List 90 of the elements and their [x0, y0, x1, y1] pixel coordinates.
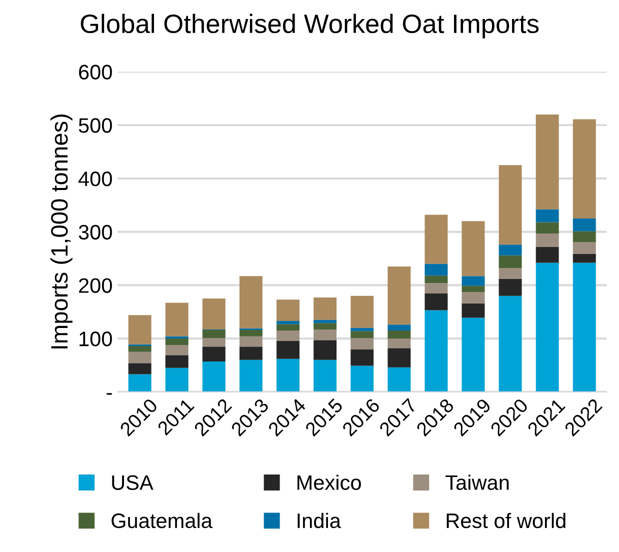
bar [388, 266, 411, 325]
bar [536, 262, 559, 392]
legend-label: Taiwan [446, 474, 509, 490]
y-tick-label: 300 [78, 224, 112, 240]
bar [239, 330, 262, 336]
bar [202, 338, 226, 347]
bar [572, 119, 596, 218]
bar [350, 296, 374, 328]
legend-label: India [298, 512, 341, 528]
bar [350, 338, 374, 350]
bar [165, 368, 188, 392]
bar [128, 363, 152, 374]
bar [498, 165, 522, 245]
bar [165, 336, 188, 339]
bar [276, 340, 300, 359]
bar [388, 330, 411, 339]
bar [388, 348, 411, 368]
y-tick-label: 400 [78, 171, 112, 186]
bar [462, 286, 485, 292]
bar [424, 283, 448, 294]
bar [350, 328, 374, 332]
bar [165, 338, 188, 345]
bar [498, 244, 522, 256]
bar [572, 218, 596, 232]
chart-title: Global Otherwised Worked Oat Imports [80, 14, 539, 38]
bar [536, 209, 559, 222]
bar [202, 362, 226, 392]
bar [424, 310, 448, 392]
bar [239, 346, 262, 360]
bar [350, 366, 374, 392]
bar [536, 222, 559, 234]
y-tick-label: 600 [79, 64, 112, 80]
legend-label: Rest of world [446, 512, 566, 528]
bar [128, 374, 152, 392]
y-tick-label: - [106, 393, 112, 395]
bar [572, 242, 596, 254]
bar [202, 330, 226, 338]
bar [388, 367, 411, 392]
bar [314, 329, 337, 340]
bar [202, 346, 226, 362]
bar [462, 318, 485, 392]
bar [314, 340, 337, 360]
legend-label: USA [112, 475, 154, 490]
bar [462, 221, 485, 276]
bar [572, 254, 596, 263]
bar [276, 320, 300, 324]
bar [424, 214, 448, 264]
bar [462, 303, 485, 318]
bar [314, 360, 337, 392]
bar [572, 231, 596, 242]
bar [276, 330, 300, 341]
bar [128, 352, 152, 364]
legend-label: Mexico [298, 474, 361, 490]
bar [276, 358, 300, 392]
bar [276, 324, 300, 331]
bar [128, 315, 152, 344]
y-tick-label: 100 [80, 332, 112, 346]
y-tick-label: 200 [79, 278, 112, 293]
bar [498, 268, 522, 279]
bar [536, 246, 559, 263]
bar [350, 331, 374, 338]
bar [314, 323, 337, 330]
bar [536, 233, 559, 247]
bar [572, 262, 596, 392]
bar [165, 344, 188, 356]
bar [165, 355, 188, 368]
bar [239, 336, 262, 347]
bar [536, 114, 559, 210]
bar [388, 338, 411, 348]
bar [498, 278, 522, 296]
y-axis-title: Imports (1,000 tonnes) [50, 114, 72, 348]
bar [239, 276, 262, 328]
bar [165, 302, 188, 336]
bar [202, 298, 226, 330]
bar [424, 264, 448, 276]
legend-label: Guatemala [112, 512, 212, 528]
bar [128, 346, 152, 352]
bar [462, 292, 485, 304]
bar [314, 297, 337, 320]
bar [462, 276, 485, 286]
bar [388, 324, 411, 331]
bar [239, 360, 262, 392]
bar [424, 276, 448, 284]
bar [498, 296, 522, 392]
bar [350, 349, 374, 366]
bar [314, 320, 337, 324]
bar [498, 255, 522, 268]
bar [276, 300, 300, 321]
y-tick-label: 500 [78, 118, 112, 133]
bar [424, 293, 448, 310]
